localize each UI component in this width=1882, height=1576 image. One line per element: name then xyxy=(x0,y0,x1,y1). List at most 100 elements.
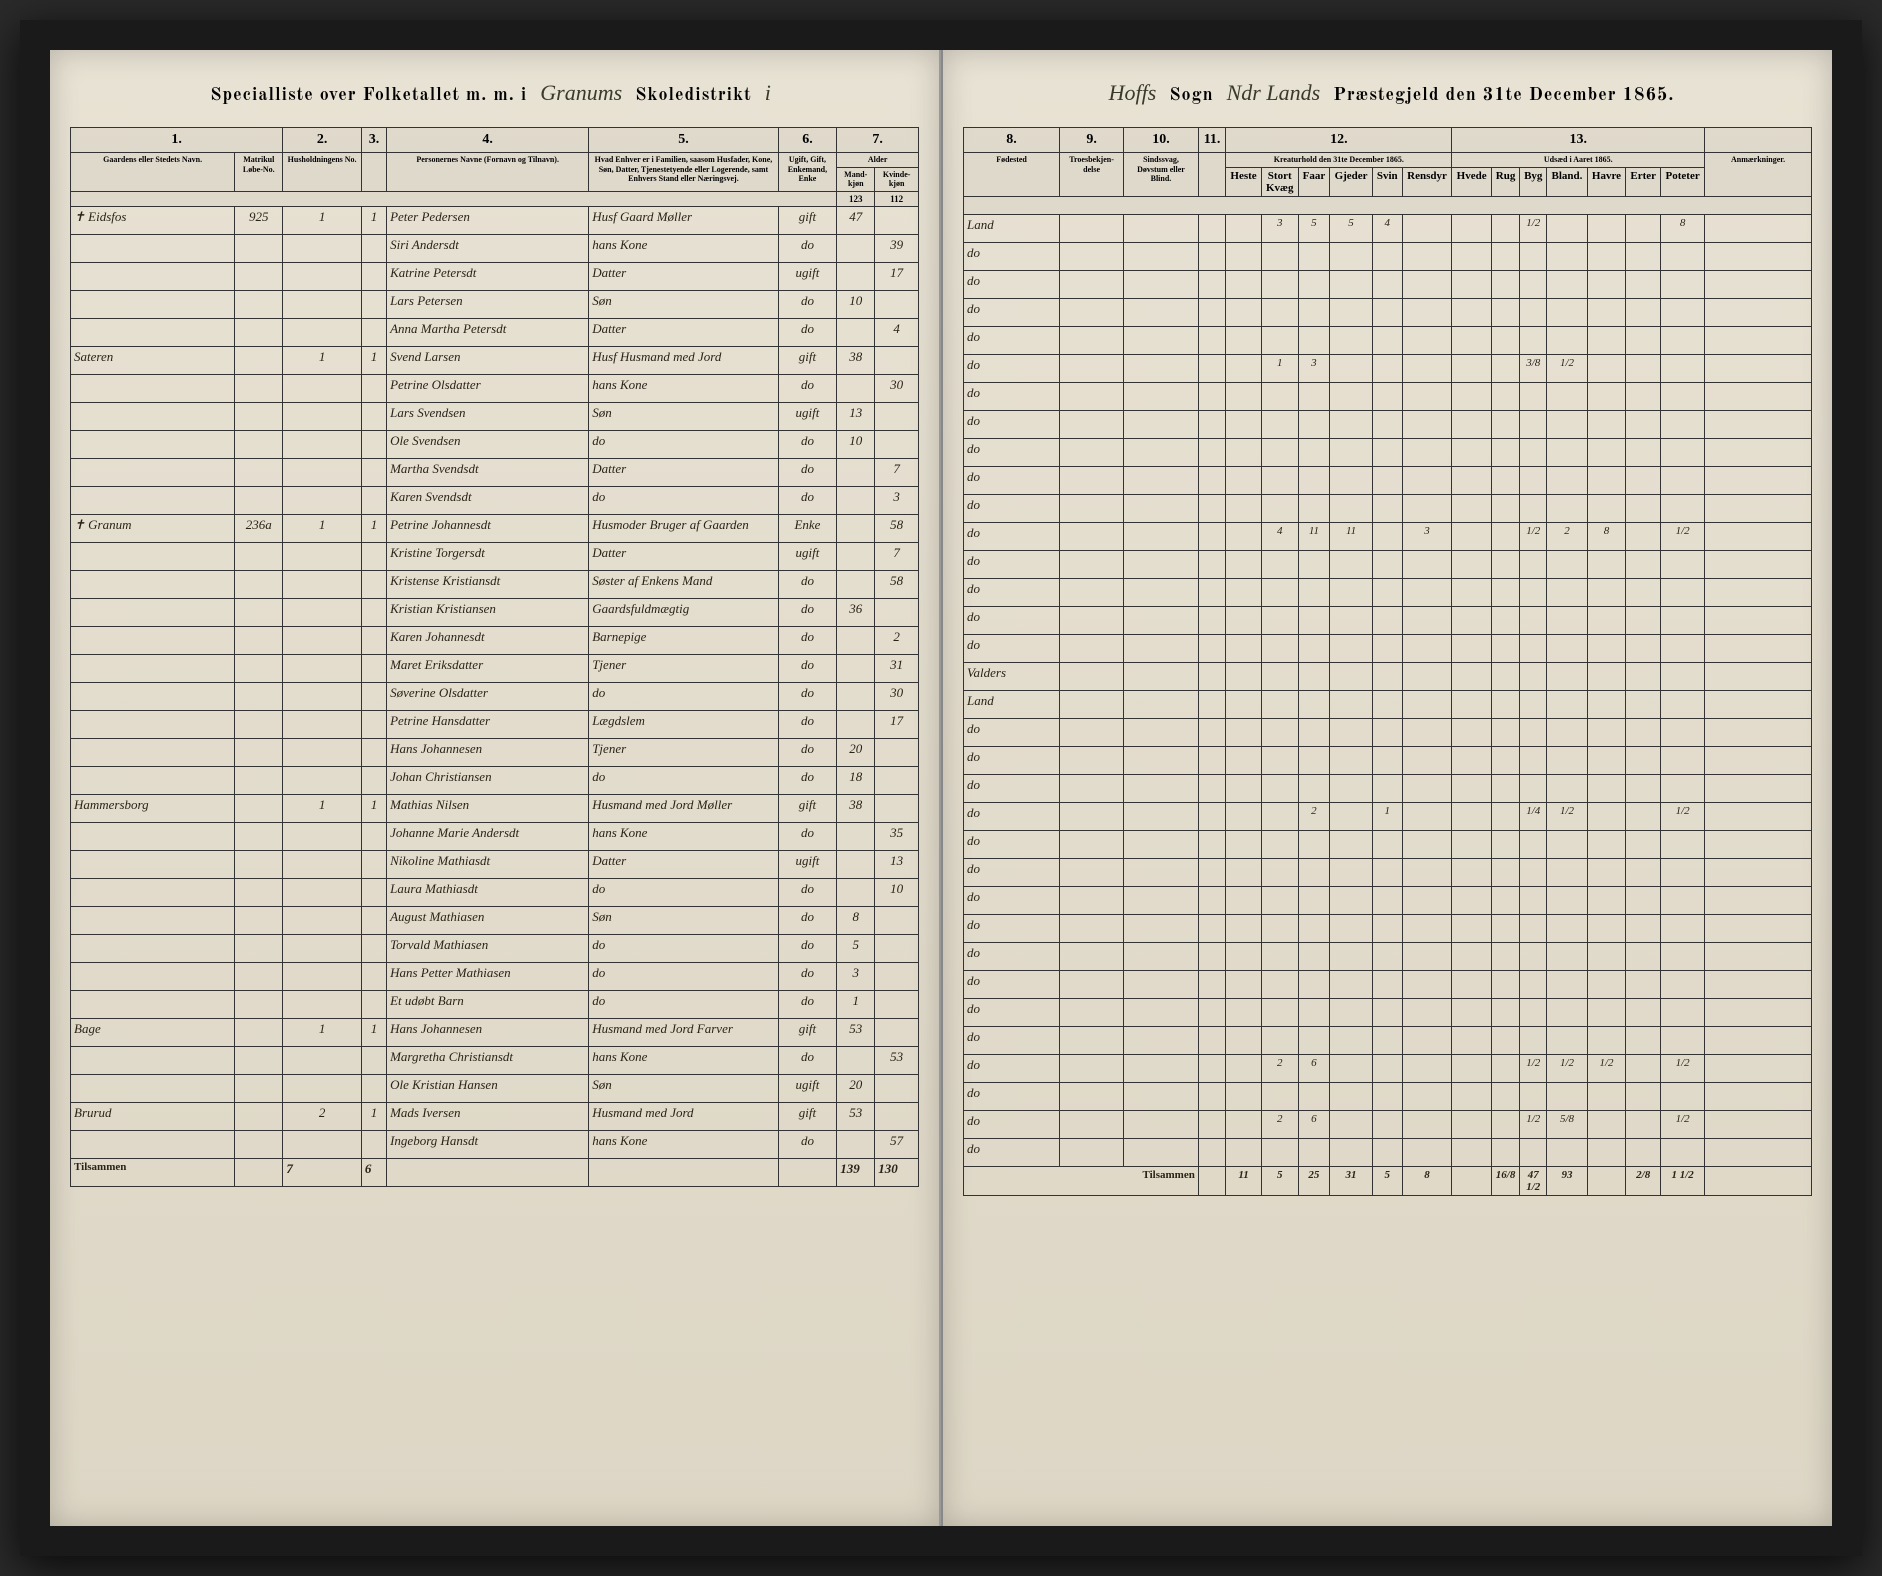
h-place: Fødested xyxy=(964,153,1060,197)
kre-cell xyxy=(1330,1054,1373,1082)
place-cell: Land xyxy=(964,690,1060,718)
kre-cell: 3 xyxy=(1261,214,1298,242)
anm-cell xyxy=(1705,242,1812,270)
fam-cell xyxy=(361,1046,386,1074)
sogn-name: Hoffs xyxy=(1101,80,1165,105)
table-row: Kristine Torgersdt Datter ugift 7 xyxy=(71,542,919,570)
uds-cell xyxy=(1661,298,1705,326)
tk2: 25 xyxy=(1298,1166,1330,1195)
role-cell: Husmoder Bruger af Gaarden xyxy=(589,514,778,542)
uds-cell xyxy=(1547,746,1587,774)
stat-cell: do xyxy=(778,990,837,1018)
uds-cell xyxy=(1452,634,1491,662)
uds-cell xyxy=(1587,298,1626,326)
role-cell: Datter xyxy=(589,458,778,486)
kre-cell xyxy=(1330,858,1373,886)
uds-cell xyxy=(1491,354,1519,382)
kre-cell xyxy=(1261,1138,1298,1166)
anm-cell xyxy=(1705,802,1812,830)
kre-cell xyxy=(1330,242,1373,270)
table-row: Ole Kristian Hansen Søn ugift 20 xyxy=(71,1074,919,1102)
name-cell: Johanne Marie Andersdt xyxy=(387,822,589,850)
kre-cell xyxy=(1298,1082,1330,1110)
stat-cell: ugift xyxy=(778,542,837,570)
uds-cell xyxy=(1547,214,1587,242)
kre-cell xyxy=(1226,1082,1262,1110)
kre-cell xyxy=(1226,522,1262,550)
uds-cell xyxy=(1491,690,1519,718)
sind-cell xyxy=(1124,326,1199,354)
uds-cell xyxy=(1547,886,1587,914)
table-row: do xyxy=(964,858,1812,886)
kre-cell xyxy=(1226,802,1262,830)
table-row: Land 35541/28 xyxy=(964,214,1812,242)
stat-cell: do xyxy=(778,710,837,738)
gaard-cell xyxy=(71,1130,235,1158)
k-svin: Svin xyxy=(1372,167,1402,196)
k-heste: Heste xyxy=(1226,167,1262,196)
c11-cell xyxy=(1198,802,1225,830)
kre-cell xyxy=(1226,494,1262,522)
mno-cell xyxy=(235,794,283,822)
role-cell: do xyxy=(589,430,778,458)
kre-cell xyxy=(1402,1138,1452,1166)
name-cell: Ole Kristian Hansen xyxy=(387,1074,589,1102)
kre-cell xyxy=(1261,606,1298,634)
table-row: do xyxy=(964,886,1812,914)
h-age: Alder xyxy=(837,153,919,168)
kre-cell xyxy=(1226,270,1262,298)
col-11: 11. xyxy=(1198,128,1225,153)
left-header: Specialliste over Folketallet m. m. i Gr… xyxy=(70,80,919,107)
kre-cell xyxy=(1226,578,1262,606)
role-cell: Søn xyxy=(589,402,778,430)
col-12: 12. xyxy=(1226,128,1452,153)
right-page: Hoffs Sogn Ndr Lands Præstegjeld den 31t… xyxy=(941,50,1832,1526)
gaard-cell: Hammersborg xyxy=(71,794,235,822)
kre-cell xyxy=(1298,242,1330,270)
role-cell: do xyxy=(589,766,778,794)
uds-cell xyxy=(1491,858,1519,886)
name-cell: Margretha Christiansdt xyxy=(387,1046,589,1074)
uds-cell xyxy=(1491,522,1519,550)
uds-cell xyxy=(1491,718,1519,746)
kre-cell xyxy=(1402,718,1452,746)
name-cell: Hans Petter Mathiasen xyxy=(387,962,589,990)
rel-cell xyxy=(1060,802,1124,830)
h-fam xyxy=(361,153,386,192)
hh-cell xyxy=(283,626,361,654)
uds-cell xyxy=(1626,382,1661,410)
age-m-cell xyxy=(837,654,875,682)
uds-cell xyxy=(1520,270,1547,298)
uds-cell xyxy=(1452,886,1491,914)
left-table: 1. 2. 3. 4. 5. 6. 7. Gaardens eller Sted… xyxy=(70,127,919,1187)
age-m-cell: 53 xyxy=(837,1102,875,1130)
col-6: 6. xyxy=(778,128,837,153)
sep: i xyxy=(757,80,779,105)
kre-cell xyxy=(1226,886,1262,914)
hh-cell xyxy=(283,962,361,990)
kre-cell xyxy=(1261,242,1298,270)
sind-cell xyxy=(1124,382,1199,410)
age-m-cell: 20 xyxy=(837,738,875,766)
table-row: Land xyxy=(964,690,1812,718)
fam-cell xyxy=(361,766,386,794)
uds-cell xyxy=(1547,606,1587,634)
uds-cell xyxy=(1661,1138,1705,1166)
table-row: do xyxy=(964,634,1812,662)
hh-cell xyxy=(283,710,361,738)
kre-cell xyxy=(1372,662,1402,690)
gaard-cell: Sateren xyxy=(71,346,235,374)
kre-cell xyxy=(1330,942,1373,970)
kre-cell xyxy=(1402,1082,1452,1110)
uds-cell xyxy=(1661,998,1705,1026)
c11-cell xyxy=(1198,662,1225,690)
role-cell: hans Kone xyxy=(589,234,778,262)
kre-cell xyxy=(1330,1138,1373,1166)
name-cell: Johan Christiansen xyxy=(387,766,589,794)
c11-cell xyxy=(1198,606,1225,634)
role-cell: do xyxy=(589,486,778,514)
kre-cell xyxy=(1298,270,1330,298)
name-cell: Søverine Olsdatter xyxy=(387,682,589,710)
uds-cell: 1/2 xyxy=(1520,1054,1547,1082)
kre-cell xyxy=(1402,550,1452,578)
